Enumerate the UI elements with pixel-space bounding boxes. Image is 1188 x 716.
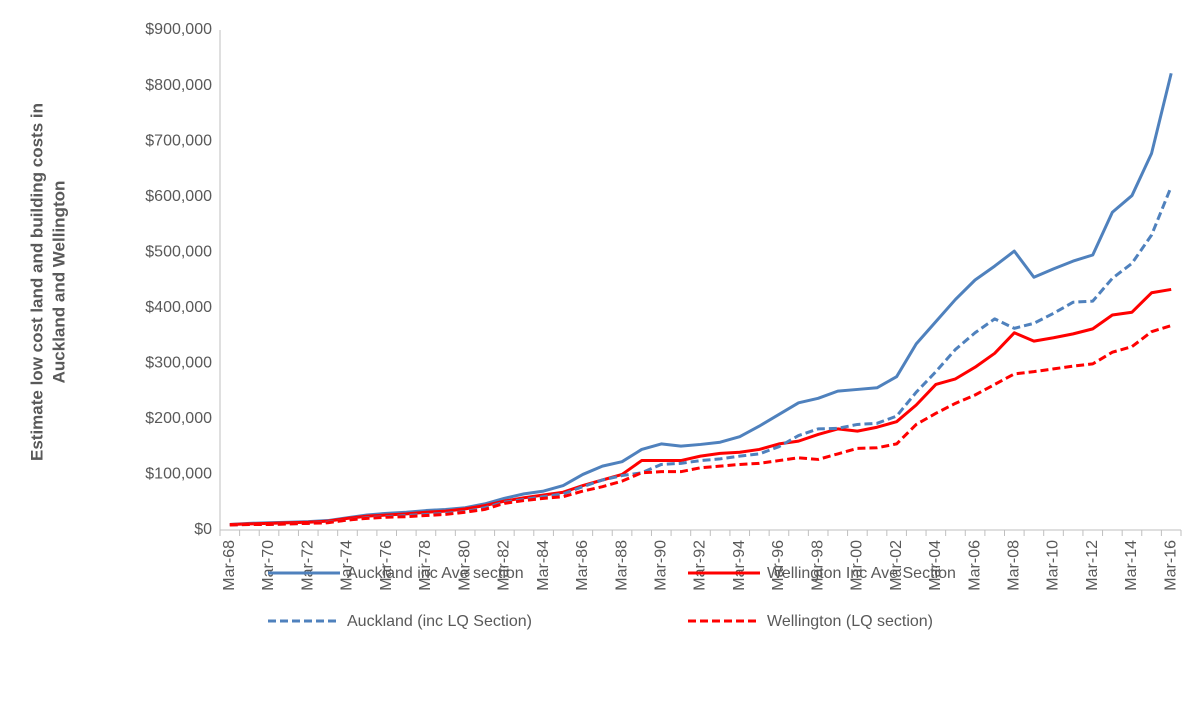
series-line xyxy=(229,186,1173,527)
x-tick-label: Mar-06 xyxy=(966,540,983,591)
legend-label: Auckland (inc LQ Section) xyxy=(347,613,532,630)
series-line xyxy=(229,72,1173,526)
x-tick-label: Mar-74 xyxy=(339,540,356,591)
x-tick-label: Mar-76 xyxy=(378,540,395,591)
x-tick-label: Mar-70 xyxy=(260,540,277,591)
x-tick-label: Mar-14 xyxy=(1123,540,1140,591)
x-tick-label: Mar-10 xyxy=(1045,540,1062,591)
x-tick-label: Mar-68 xyxy=(221,540,238,591)
y-tick-label: $100,000 xyxy=(145,466,212,483)
x-tick-label: Mar-12 xyxy=(1084,540,1101,591)
y-axis-title: Auckland and Wellington xyxy=(49,181,68,384)
x-tick-label: Mar-96 xyxy=(770,540,787,591)
y-tick-label: $600,000 xyxy=(145,188,212,205)
x-tick-label: Mar-02 xyxy=(888,540,905,591)
y-tick-label: $900,000 xyxy=(145,21,212,38)
y-tick-label: $500,000 xyxy=(145,243,212,260)
x-tick-label: Mar-72 xyxy=(299,540,316,591)
x-tick-label: Mar-08 xyxy=(1006,540,1023,591)
series-line xyxy=(229,287,1172,526)
y-axis-title: Estimate low cost land and building cost… xyxy=(27,103,46,461)
x-tick-label: Mar-92 xyxy=(692,540,709,591)
legend-label: Auckland inc Ave section xyxy=(347,565,524,582)
x-tick-label: Mar-80 xyxy=(456,540,473,591)
x-tick-label: Mar-94 xyxy=(731,540,748,591)
y-tick-label: $400,000 xyxy=(145,299,212,316)
x-tick-label: Mar-88 xyxy=(613,540,630,591)
legend-label: Wellington (LQ section) xyxy=(767,613,933,630)
x-tick-label: Mar-84 xyxy=(535,540,552,591)
x-tick-label: Mar-00 xyxy=(849,540,866,591)
y-tick-label: $300,000 xyxy=(145,355,212,372)
y-tick-label: $700,000 xyxy=(145,132,212,149)
x-tick-label: Mar-90 xyxy=(652,540,669,591)
x-tick-label: Mar-04 xyxy=(927,540,944,591)
x-tick-label: Mar-82 xyxy=(496,540,513,591)
y-tick-label: $200,000 xyxy=(145,410,212,427)
x-tick-label: Mar-16 xyxy=(1162,540,1179,591)
x-tick-label: Mar-78 xyxy=(417,540,434,591)
legend-label: Wellington Inc Ave Section xyxy=(767,565,956,582)
x-tick-label: Mar-86 xyxy=(574,540,591,591)
series-line xyxy=(229,324,1172,527)
x-tick-label: Mar-98 xyxy=(809,540,826,591)
y-tick-label: $800,000 xyxy=(145,77,212,94)
y-tick-label: $0 xyxy=(194,521,212,538)
